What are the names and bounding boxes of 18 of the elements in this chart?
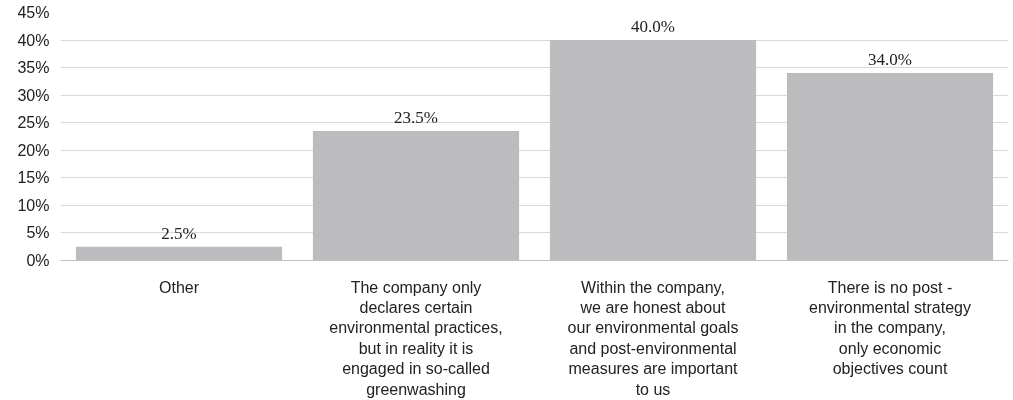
x-tick-label: There is no post - environmental strategy in the company, only economic objectives count: [809, 278, 971, 378]
y-tick-label: 35%: [17, 59, 50, 77]
x-tick-label: Within the company, we are honest about our environmental goals and post-environmental measures are important to us: [567, 278, 739, 398]
x-tick-label: Other: [158, 278, 200, 296]
y-tick-label: 15%: [17, 169, 50, 187]
data-label: 34.0%: [868, 50, 912, 70]
y-tick-label: 25%: [17, 114, 50, 132]
data-label: 23.5%: [394, 107, 438, 127]
data-label: 40.0%: [631, 17, 675, 37]
y-tick-label: 30%: [17, 86, 50, 104]
y-tick-label: 0%: [26, 252, 50, 269]
y-tick-label: 10%: [17, 196, 50, 214]
data-label: 2.5%: [161, 223, 197, 243]
y-tick-label: 40%: [17, 31, 50, 49]
y-tick-label: 45%: [17, 4, 50, 21]
y-tick-label: 5%: [26, 224, 50, 242]
y-tick-label: 20%: [17, 141, 50, 159]
x-tick-label: The company only declares certain environmental practices, but in reality it is engaged in so-called greenwashing: [329, 278, 503, 398]
